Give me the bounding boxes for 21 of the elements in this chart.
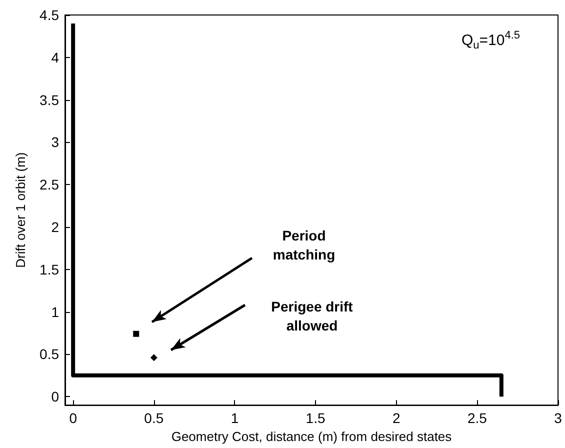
y-tick-label: 1 — [51, 304, 60, 320]
x-axis-title: Geometry Cost, distance (m) from desired states — [171, 429, 452, 444]
x-tick-label: 0 — [69, 410, 78, 426]
y-tick-label: 3 — [51, 134, 60, 150]
y-tick-label: 3.5 — [40, 92, 60, 108]
x-tick-label: 1.5 — [306, 410, 326, 426]
y-tick-label: 1.5 — [40, 261, 60, 278]
x-tick-label: 3 — [554, 410, 562, 426]
x-tick-label: 2.5 — [467, 410, 488, 426]
y-tick-label: 4 — [51, 49, 60, 66]
y-tick-label: 0 — [51, 388, 60, 405]
annotation: Perigee drift allowed — [271, 298, 354, 334]
x-tick-label: 1 — [230, 410, 239, 426]
annotation: Period matching — [272, 228, 336, 262]
y-tick-label: 0.5 — [40, 346, 60, 362]
y-axis-title: Drift over 1 orbit (m) — [13, 152, 28, 268]
x-tick-label: 0.5 — [144, 410, 164, 426]
y-tick-label: 4.5 — [40, 7, 60, 23]
y-tick-label: 2.5 — [40, 176, 60, 193]
x-tick-label: 2 — [392, 410, 400, 426]
y-tick-label: 2 — [51, 219, 60, 236]
